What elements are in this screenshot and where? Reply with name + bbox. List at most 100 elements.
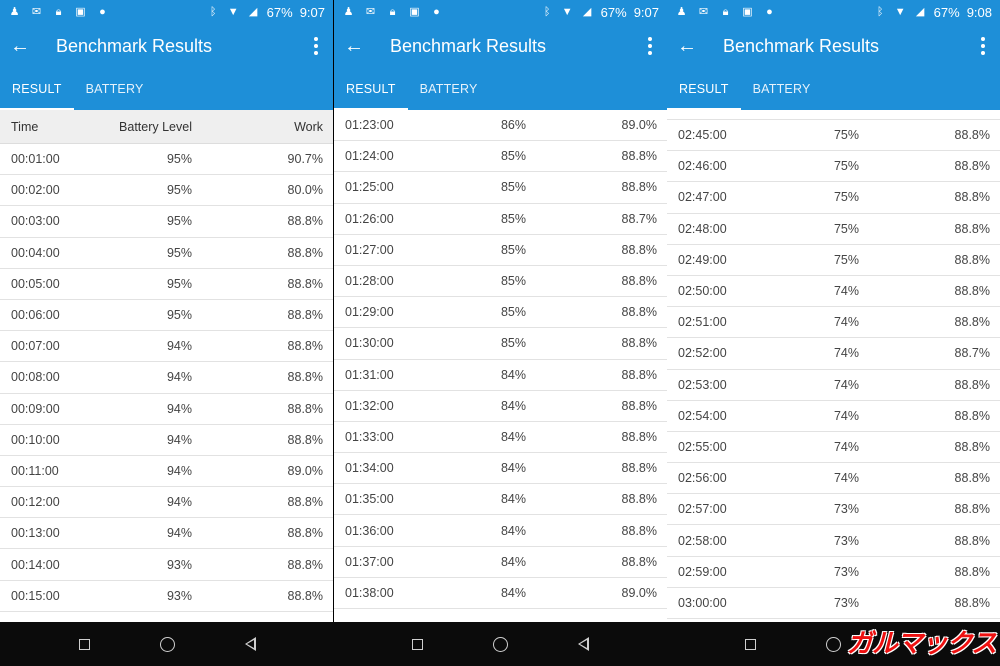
battery-level-cell: 84% — [500, 429, 526, 444]
navigation-bar: ガルマックス — [0, 622, 1000, 666]
time-cell: 00:11:00 — [11, 463, 59, 478]
back-arrow-icon[interactable]: ← — [10, 35, 30, 57]
time-cell: 02:55:00 — [678, 439, 727, 454]
tab-bar: RESULT BATTERY — [334, 68, 667, 110]
work-cell: 88.8% — [954, 377, 990, 392]
tab-bar: RESULT BATTERY — [0, 68, 333, 110]
time-cell: 03:00:00 — [678, 595, 727, 610]
battery-level-cell: 84% — [500, 492, 526, 507]
table-row: 00:02:00 95% 80.0% — [0, 175, 333, 207]
time-cell: 01:28:00 — [345, 274, 394, 289]
table-row: 00:07:00 94% 88.8% — [0, 331, 333, 363]
overflow-menu-icon[interactable] — [976, 37, 990, 55]
time-cell: 00:13:00 — [11, 526, 60, 541]
page-title: Benchmark Results — [56, 35, 213, 56]
time-cell: 02:46:00 — [678, 159, 727, 174]
circle-icon — [492, 636, 508, 652]
work-cell: 88.8% — [287, 339, 323, 354]
work-cell: 88.8% — [621, 523, 657, 538]
tab-battery[interactable]: BATTERY — [752, 82, 811, 96]
bluetooth-icon: ᛒ — [209, 5, 217, 18]
app-icon: ● — [766, 5, 773, 18]
battery-level-cell: 73% — [833, 533, 859, 548]
notification-icon: ♟ — [343, 5, 354, 18]
overflow-menu-icon[interactable] — [643, 37, 657, 55]
table-row: 02:49:00 75% 88.8% — [667, 245, 1000, 276]
back-arrow-icon[interactable]: ← — [677, 35, 697, 57]
home-button[interactable] — [480, 622, 520, 666]
back-button[interactable] — [563, 622, 603, 666]
mail-icon: ✉ — [365, 5, 376, 18]
battery-level-cell: 85% — [500, 242, 526, 257]
app-bar: ← Benchmark Results — [334, 24, 667, 68]
time-cell: 00:09:00 — [11, 401, 60, 416]
tab-bar: RESULT BATTERY — [667, 68, 1000, 110]
mail-icon: ✉ — [31, 5, 42, 18]
battery-level-cell: 94% — [166, 495, 192, 510]
table-row: 00:15:00 93% 88.8% — [0, 581, 333, 612]
table-row: 01:30:00 85% 88.8% — [334, 328, 667, 360]
work-cell: 88.7% — [954, 346, 990, 361]
battery-level-cell: 85% — [500, 305, 526, 320]
triangle-back-icon — [244, 637, 256, 651]
table-row: 03:00:00 73% 88.8% — [667, 588, 1000, 619]
battery-level-cell: 85% — [500, 149, 526, 164]
tab-result[interactable]: RESULT — [667, 68, 741, 110]
time-cell: 00:07:00 — [11, 339, 60, 354]
battery-level-cell: 75% — [833, 221, 859, 236]
work-cell: 88.8% — [621, 336, 657, 351]
tab-battery[interactable]: BATTERY — [419, 82, 478, 96]
bluetooth-icon: ᛒ — [543, 5, 551, 18]
table-row: 02:57:00 73% 88.8% — [667, 494, 1000, 526]
table-row: 01:32:00 84% 88.8% — [334, 391, 667, 422]
home-button[interactable] — [147, 622, 187, 666]
app-bar: ← Benchmark Results — [667, 24, 1000, 68]
battery-level-cell: 74% — [833, 408, 859, 423]
table-row: 01:37:00 84% 88.8% — [334, 547, 667, 578]
time-cell: 00:12:00 — [11, 495, 60, 510]
battery-level-cell: 84% — [500, 367, 526, 382]
recents-button[interactable] — [730, 622, 770, 666]
overflow-menu-icon[interactable] — [309, 37, 323, 55]
recents-button[interactable] — [397, 622, 437, 666]
results-table: 01:23:00 86% 89.0% 01:24:00 85% 88.8% 01:25:00… — [334, 110, 667, 609]
screen-panel-2: ♟ ✉ 🔒︎ ▣ ● ᛒ ▼ ◢ 67% 9:07 ← Benchmark Re… — [334, 0, 667, 666]
work-cell: 88.8% — [287, 214, 323, 229]
battery-level-cell: 84% — [500, 461, 526, 476]
time-cell: 02:52:00 — [678, 346, 727, 361]
wifi-icon: ▼ — [894, 5, 906, 18]
battery-level-cell: 75% — [833, 190, 859, 205]
battery-level-cell: 94% — [166, 526, 192, 541]
recents-button[interactable] — [64, 622, 104, 666]
work-cell: 88.8% — [954, 408, 990, 423]
tab-battery[interactable]: BATTERY — [85, 82, 144, 96]
work-cell: 88.8% — [954, 471, 990, 486]
battery-level-cell: 74% — [833, 471, 859, 486]
back-button[interactable] — [230, 622, 270, 666]
battery-level-cell: 75% — [833, 252, 859, 267]
battery-level-cell: 85% — [500, 274, 526, 289]
home-button[interactable] — [813, 622, 853, 666]
time-cell: 01:33:00 — [345, 429, 394, 444]
back-arrow-icon[interactable]: ← — [344, 35, 364, 57]
table-row: 02:55:00 74% 88.8% — [667, 432, 1000, 464]
work-cell: 88.8% — [287, 370, 323, 385]
notification-icon: ♟ — [9, 5, 20, 18]
time-cell: 01:34:00 — [345, 461, 394, 476]
status-bar: ♟ ✉ 🔒︎ ▣ ● ᛒ ▼ ◢ 67% 9:07 — [0, 0, 333, 24]
watermark-logo: ガルマックス — [846, 628, 997, 658]
work-cell: 88.8% — [287, 557, 323, 572]
time-cell: 01:37:00 — [345, 554, 394, 569]
table-row: 00:08:00 94% 88.8% — [0, 362, 333, 394]
table-row: 02:51:00 74% 88.8% — [667, 307, 1000, 339]
time-cell: 02:56:00 — [678, 471, 727, 486]
time-cell: 00:08:00 — [11, 370, 60, 385]
battery-level-cell: 85% — [500, 211, 526, 226]
wifi-icon: ▼ — [227, 5, 239, 18]
tab-result[interactable]: RESULT — [0, 68, 74, 110]
time-cell: 02:50:00 — [678, 284, 727, 299]
table-row: 02:45:00 75% 88.8% — [667, 120, 1000, 152]
table-row: 01:25:00 85% 88.8% — [334, 172, 667, 204]
tab-result[interactable]: RESULT — [334, 68, 408, 110]
battery-percent: 67% — [933, 4, 960, 20]
